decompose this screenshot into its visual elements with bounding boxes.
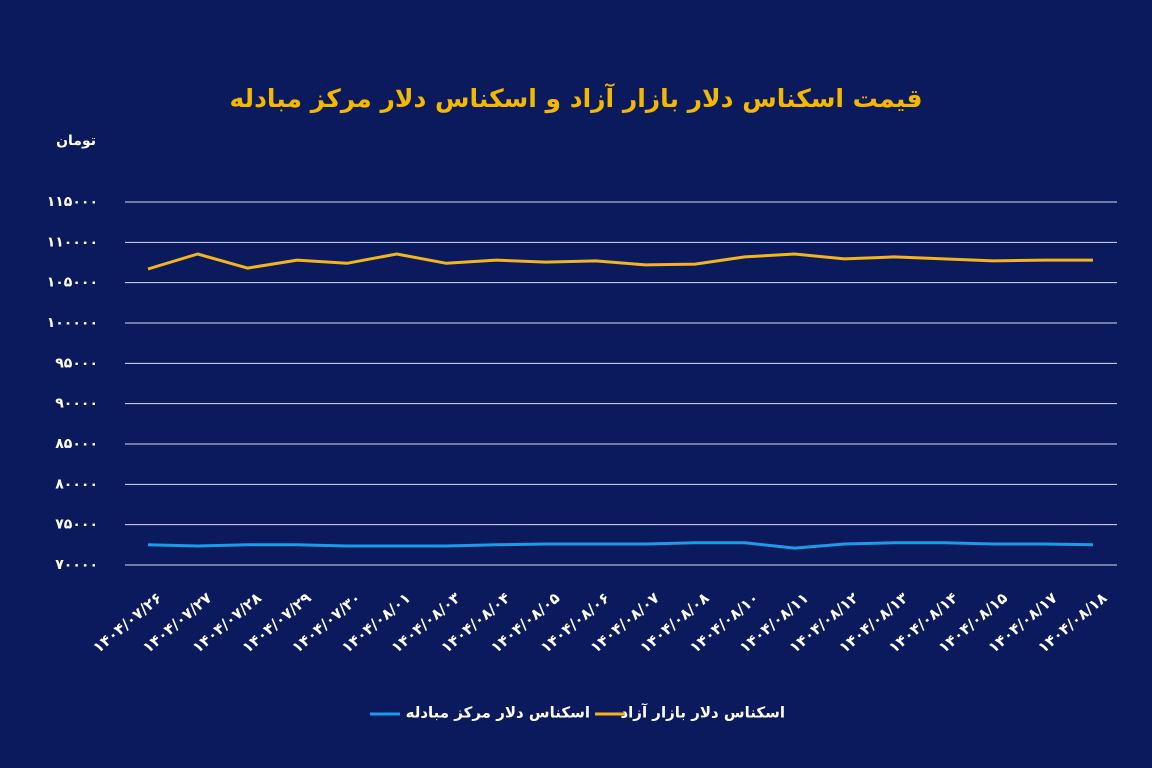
y-tick-label: ۹۵۰۰۰	[55, 355, 98, 371]
y-tick-label: ۷۰۰۰۰	[55, 557, 98, 573]
y-tick-label: ۷۵۰۰۰	[55, 517, 98, 533]
chart-title: قیمت اسکناس دلار بازار آزاد و اسکناس دلا…	[230, 83, 923, 114]
series-line	[147, 541, 1094, 550]
y-tick-label: ۹۰۰۰۰	[55, 396, 98, 412]
legend-label: اسکناس دلار بازار آزاد	[620, 704, 785, 722]
y-tick-label: ۸۵۰۰۰	[55, 436, 98, 452]
y-tick-label: ۱۱۰۰۰۰	[47, 234, 98, 250]
series-line	[147, 252, 1093, 271]
y-tick-label: ۱۰۰۰۰۰	[47, 315, 98, 331]
y-axis-label: تومان	[56, 133, 96, 149]
y-tick-label: ۱۱۵۰۰۰	[47, 194, 98, 210]
y-tick-label: ۸۰۰۰۰	[55, 476, 98, 492]
y-tick-label: ۱۰۵۰۰۰	[47, 275, 98, 291]
legend-label: اسکناس دلار مرکز مبادله	[406, 704, 590, 722]
